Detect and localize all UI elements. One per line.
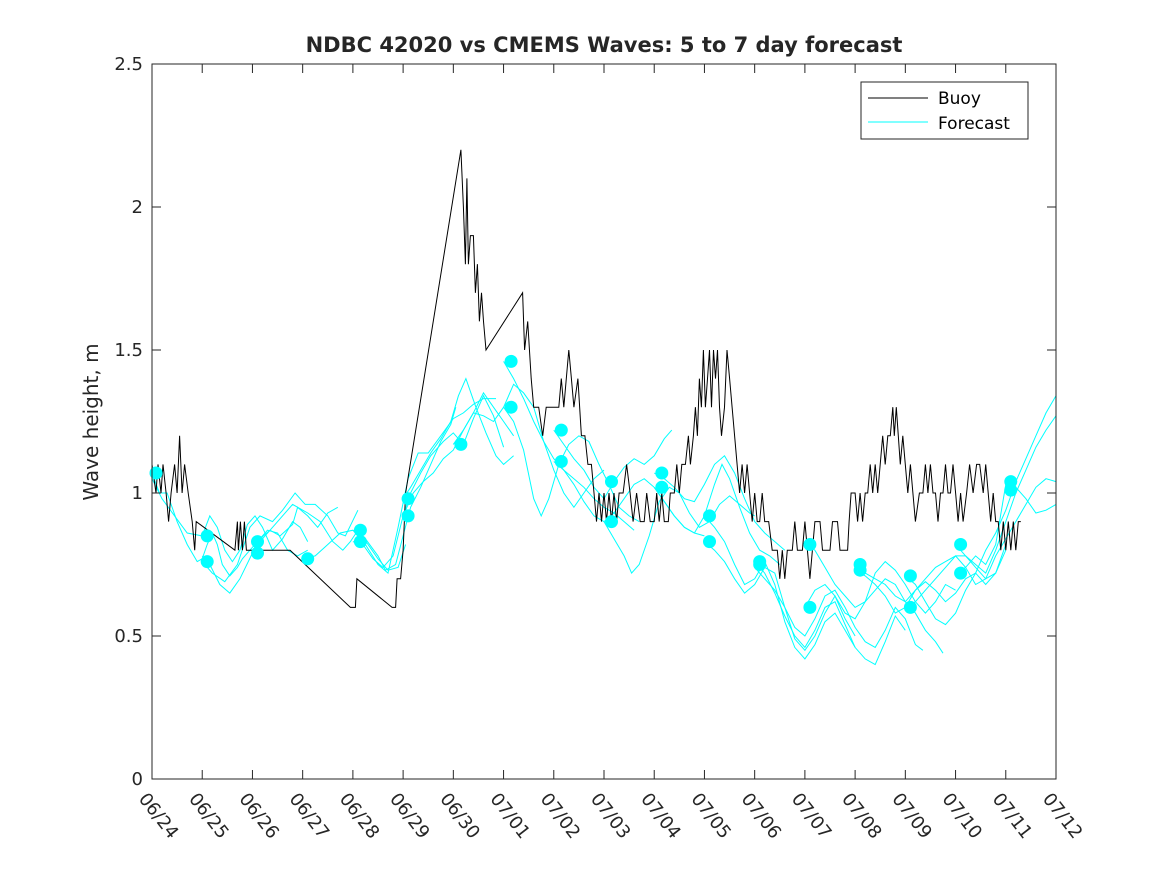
forecast-marker-13 bbox=[504, 400, 518, 414]
forecast-marker-2 bbox=[200, 529, 214, 543]
forecast-marker-11 bbox=[454, 437, 468, 451]
forecast-marker-30 bbox=[954, 538, 968, 551]
forecast-line-24 bbox=[804, 560, 956, 620]
forecast-line-18 bbox=[653, 463, 781, 565]
y-tick-label: 0 bbox=[132, 769, 143, 790]
buoy-line bbox=[151, 149, 1021, 608]
forecast-line-22 bbox=[754, 567, 924, 651]
legend: Buoy Forecast bbox=[860, 81, 1029, 140]
forecast-marker-28 bbox=[903, 569, 917, 583]
forecast-line-11 bbox=[452, 383, 605, 509]
forecast-marker-6 bbox=[301, 552, 315, 566]
forecast-marker-14 bbox=[554, 423, 568, 437]
forecast-line-8 bbox=[352, 398, 496, 575]
y-tick-label: 2 bbox=[132, 197, 143, 218]
forecast-marker-17 bbox=[605, 515, 618, 529]
forecast-line-26 bbox=[854, 549, 1007, 614]
y-tick-label: 1.5 bbox=[114, 340, 143, 361]
forecast-marker-8 bbox=[353, 535, 367, 549]
forecast-line-6 bbox=[302, 407, 457, 571]
forecast-marker-33 bbox=[1004, 483, 1018, 497]
forecast-line-27 bbox=[904, 395, 1057, 626]
y-tick-label: 1 bbox=[132, 483, 143, 504]
forecast-marker-12 bbox=[504, 354, 518, 368]
forecast-marker-15 bbox=[554, 455, 568, 468]
forecast-marker-29 bbox=[903, 600, 917, 614]
forecast-marker-23 bbox=[753, 558, 767, 571]
forecast-marker-3 bbox=[200, 555, 214, 569]
forecast-marker-19 bbox=[655, 480, 669, 494]
y-tick-label: 2.5 bbox=[114, 54, 143, 75]
forecast-marker-27 bbox=[853, 563, 867, 577]
legend-forecast-label: Forecast bbox=[938, 114, 1010, 134]
forecast-line-4 bbox=[201, 492, 359, 583]
forecast-marker-21 bbox=[703, 535, 716, 549]
forecast-marker-4 bbox=[251, 535, 264, 549]
forecast-marker-31 bbox=[954, 566, 968, 580]
forecast-marker-25 bbox=[803, 600, 817, 614]
forecast-line-29 bbox=[955, 415, 1057, 574]
forecast-line-23 bbox=[804, 544, 944, 654]
legend-buoy-label: Buoy bbox=[938, 89, 981, 109]
plot-area bbox=[152, 64, 1056, 779]
forecast-line-13 bbox=[503, 406, 640, 523]
forecast-marker-18 bbox=[655, 466, 669, 480]
forecast-line-17 bbox=[653, 455, 786, 551]
legend-box bbox=[860, 81, 1029, 140]
forecast-line-25 bbox=[854, 544, 1007, 603]
forecast-line-28 bbox=[905, 478, 1057, 608]
forecast-marker-10 bbox=[401, 509, 415, 523]
forecast-marker-20 bbox=[703, 509, 716, 523]
forecast-marker-7 bbox=[353, 523, 367, 537]
y-tick-label: 0.5 bbox=[114, 626, 143, 647]
forecast-line-7 bbox=[352, 394, 505, 569]
forecast-line-19 bbox=[704, 515, 856, 660]
forecast-line-2 bbox=[151, 478, 309, 563]
forecast-marker-5 bbox=[251, 546, 264, 560]
series-layer bbox=[149, 149, 1057, 666]
forecast-line-5 bbox=[252, 503, 407, 571]
forecast-marker-9 bbox=[401, 492, 415, 506]
forecast-line-21 bbox=[754, 561, 906, 666]
forecast-line-10 bbox=[402, 377, 514, 499]
forecast-marker-16 bbox=[605, 475, 618, 489]
chart-title: NDBC 42020 vs CMEMS Waves: 5 to 7 day fo… bbox=[306, 33, 903, 57]
y-axis-label: Wave height, m bbox=[79, 343, 103, 500]
forecast-marker-1 bbox=[149, 466, 163, 480]
forecast-marker-24 bbox=[803, 538, 817, 551]
